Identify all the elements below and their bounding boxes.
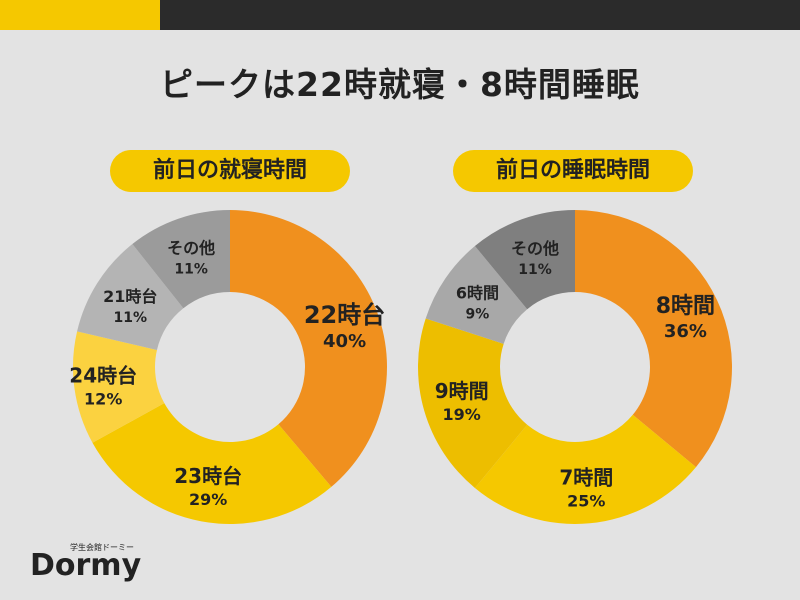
- brand-tagline: 学生会館ドーミー: [70, 543, 134, 552]
- sleep-slice-label-3: 6時間: [456, 284, 499, 303]
- sleep-slice-3: [425, 246, 528, 344]
- bedtime-slice-value-2: 12%: [84, 390, 122, 409]
- bedtime-slice-value-4: 11%: [174, 262, 208, 278]
- sleep-slice-value-3: 9%: [466, 307, 490, 323]
- chart-title-sleep-duration: 前日の睡眠時間: [453, 150, 693, 192]
- bedtime-slice-label-1: 23時台: [174, 464, 242, 488]
- bedtime-slice-1: [92, 403, 332, 524]
- sleep-slice-1: [474, 414, 696, 524]
- sleep-slice-0: [575, 210, 732, 468]
- bedtime-slice-4: [132, 210, 230, 309]
- sleep-slice-label-4: その他: [511, 239, 559, 258]
- sleep-slice-2: [418, 318, 528, 488]
- bedtime-slice-3: [77, 244, 184, 350]
- top-accent-bar: [0, 0, 160, 30]
- page-title: ピークは22時就寝・8時間睡眠: [160, 65, 640, 104]
- brand-logo: Dormy: [30, 548, 142, 583]
- top-dark-bar: [160, 0, 800, 30]
- bedtime-slice-value-1: 29%: [189, 490, 227, 509]
- sleep-slice-label-1: 7時間: [559, 465, 613, 489]
- bedtime-slice-label-2: 24時台: [69, 364, 137, 388]
- bedtime-slice-label-3: 21時台: [103, 287, 157, 306]
- bedtime-slice-2: [73, 331, 165, 443]
- bedtime-slice-0: [230, 210, 387, 487]
- bedtime-slice-value-0: 40%: [323, 331, 366, 352]
- chart-title-bedtime: 前日の就寝時間: [110, 150, 350, 192]
- sleep-slice-value-2: 19%: [443, 405, 481, 424]
- sleep-slice-value-4: 11%: [518, 262, 552, 278]
- sleep-slice-label-2: 9時間: [435, 379, 489, 403]
- bedtime-slice-label-0: 22時台: [304, 301, 385, 329]
- bedtime-slice-value-3: 11%: [114, 310, 148, 326]
- sleep-slice-label-0: 8時間: [656, 294, 715, 319]
- sleep-slice-4: [474, 210, 575, 310]
- sleep-slice-value-1: 25%: [567, 491, 605, 510]
- sleep-slice-value-0: 36%: [664, 321, 707, 342]
- bedtime-slice-label-4: その他: [167, 239, 215, 258]
